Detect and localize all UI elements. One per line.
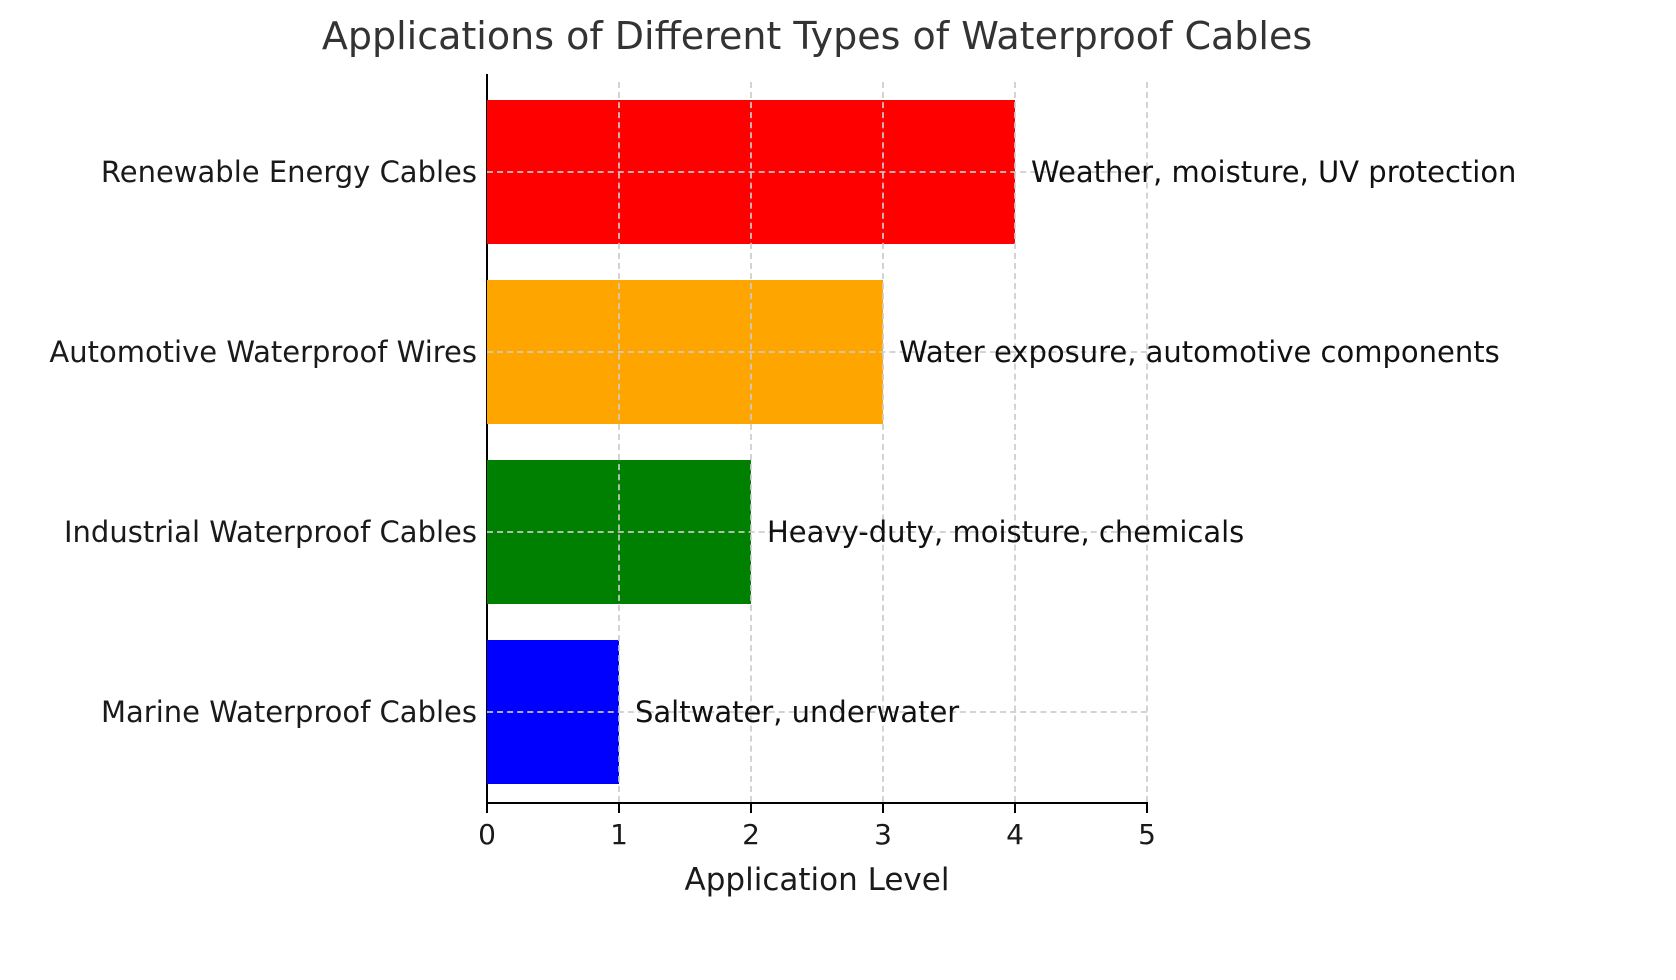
category-label: Renewable Energy Cables bbox=[100, 155, 477, 189]
bar-annotation: Saltwater, underwater bbox=[635, 695, 960, 729]
x-tick-label: 5 bbox=[1138, 818, 1156, 851]
gridline-vertical bbox=[1146, 82, 1148, 802]
bar-annotation: Heavy-duty, moisture, chemicals bbox=[767, 515, 1245, 549]
x-tick-mark bbox=[618, 804, 620, 813]
gridline-horizontal bbox=[487, 351, 1147, 353]
y-axis-line bbox=[486, 74, 488, 804]
x-axis-line bbox=[486, 802, 1148, 804]
x-axis-label: Application Level bbox=[684, 862, 950, 898]
gridline-horizontal bbox=[487, 531, 1147, 533]
chart-title: Applications of Different Types of Water… bbox=[321, 14, 1313, 58]
gridline-vertical bbox=[618, 82, 620, 802]
x-tick-label: 0 bbox=[478, 818, 496, 851]
category-label: Automotive Waterproof Wires bbox=[49, 335, 477, 369]
x-tick-label: 4 bbox=[1006, 818, 1024, 851]
gridline-vertical bbox=[750, 82, 752, 802]
gridline-vertical bbox=[882, 82, 884, 802]
x-tick-label: 1 bbox=[610, 818, 628, 851]
x-tick-mark bbox=[486, 804, 488, 813]
category-label: Marine Waterproof Cables bbox=[101, 695, 477, 729]
x-tick-mark bbox=[1146, 804, 1148, 813]
gridline-horizontal bbox=[487, 171, 1147, 173]
x-tick-mark bbox=[750, 804, 752, 813]
x-tick-label: 3 bbox=[874, 818, 892, 851]
gridline-horizontal bbox=[487, 711, 1147, 713]
bar-annotation: Weather, moisture, UV protection bbox=[1031, 155, 1517, 189]
category-label: Industrial Waterproof Cables bbox=[64, 515, 477, 549]
x-tick-mark bbox=[882, 804, 884, 813]
bar-annotation: Water exposure, automotive components bbox=[899, 335, 1500, 369]
gridline-vertical bbox=[1014, 82, 1016, 802]
x-tick-mark bbox=[1014, 804, 1016, 813]
x-tick-label: 2 bbox=[742, 818, 760, 851]
